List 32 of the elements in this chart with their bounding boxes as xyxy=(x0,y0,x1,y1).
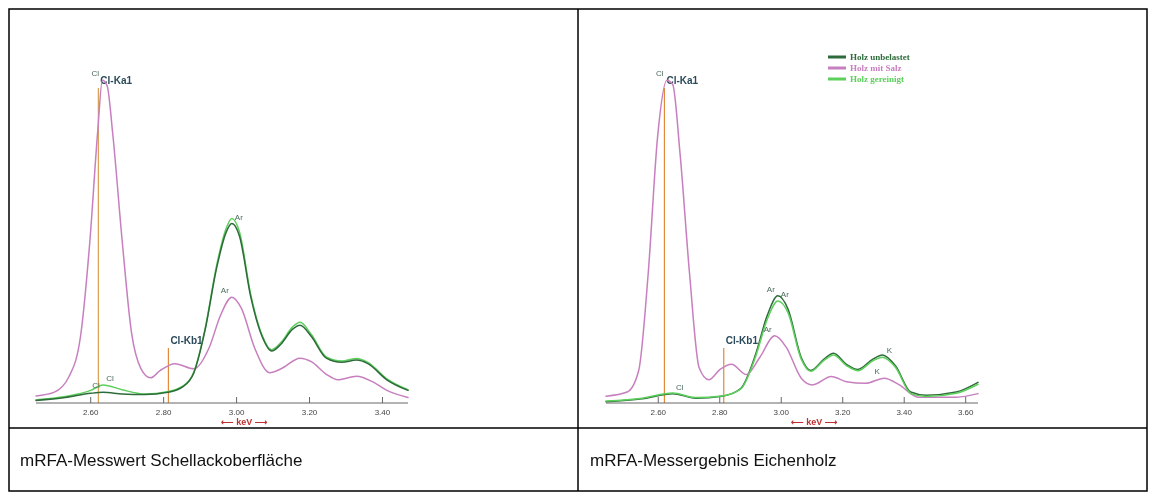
x-tick-label: 2.60 xyxy=(82,408,100,417)
ref-line-label: Cl-Ka1 xyxy=(666,75,699,86)
legend-label: Holz mit Salz xyxy=(850,63,902,73)
annotation: Cl xyxy=(91,69,100,79)
annotation: Cl xyxy=(106,373,115,383)
legend-label: Holz unbelastet xyxy=(850,52,910,62)
annotation: Ar xyxy=(763,324,773,334)
x-tick-label: 3.20 xyxy=(301,408,318,417)
x-tick-label: 3.00 xyxy=(773,408,790,417)
ref-line-label: Cl-Ka1 xyxy=(100,75,133,86)
x-tick-label: 2.80 xyxy=(711,408,729,417)
x-tick-label: 3.40 xyxy=(896,408,913,417)
annotation: Ar xyxy=(234,212,244,222)
ref-line-label: Cl-Kb1 xyxy=(725,335,759,346)
x-tick-label: 3.20 xyxy=(834,408,852,417)
annotation: Ar xyxy=(780,290,790,300)
x-tick-label: 2.60 xyxy=(650,408,667,417)
annotation: Ar xyxy=(766,284,776,294)
annotation: Ar xyxy=(220,286,230,296)
x-axis-title: ⟵ keV ⟶ xyxy=(790,417,838,427)
annotation: Cl xyxy=(656,69,664,79)
x-tick-label: 2.80 xyxy=(155,408,172,417)
annotation: Cl xyxy=(675,382,684,392)
text: mRFA-Messergebnis Eichenholz xyxy=(590,451,837,470)
text: mRFA-Messwert Schellackoberfläche xyxy=(20,451,303,470)
annotation: K xyxy=(874,367,881,377)
x-tick-label: 3.00 xyxy=(228,408,245,417)
x-tick-label: 3.60 xyxy=(957,408,975,417)
legend-label: Holz gereinigt xyxy=(850,74,905,84)
x-axis-title: ⟵ keV ⟶ xyxy=(220,417,268,427)
x-tick-label: 3.40 xyxy=(374,408,391,417)
annotation: K xyxy=(886,346,893,356)
